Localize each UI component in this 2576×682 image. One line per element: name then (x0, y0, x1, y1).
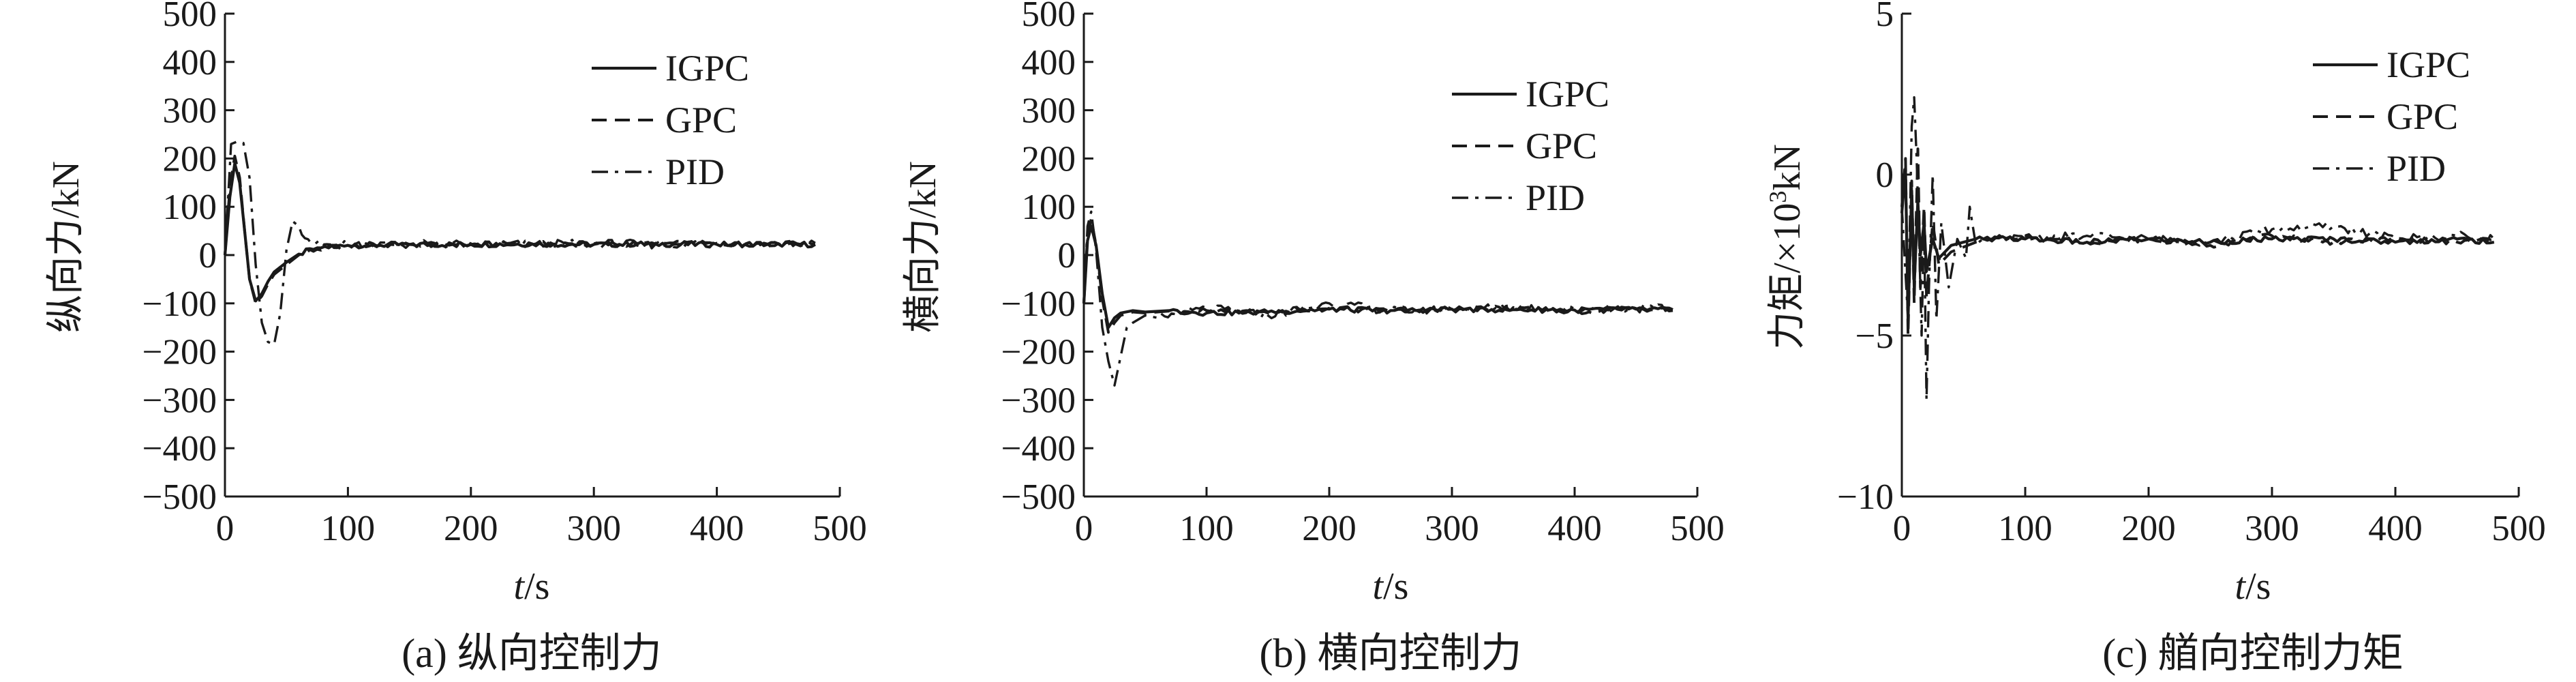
y-tick-label: 0 (1058, 236, 1076, 276)
x-tick-label: 100 (1179, 509, 1234, 548)
x-tick-label: 100 (1998, 509, 2052, 548)
y-tick-label: 0 (199, 236, 217, 276)
y-tick-label: 300 (163, 91, 217, 131)
legend-label-pid: PID (1526, 177, 1585, 218)
legend-label-pid: PID (665, 151, 725, 192)
panel-b: 0 100 200 300 400 500 500 400 300 200 100 0 −100 −200… (902, 0, 1725, 676)
y-tick-label: −500 (1001, 477, 1076, 517)
y-axis-label-c-sup: 3 (1764, 191, 1791, 203)
y-tick-label: −5 (1855, 316, 1894, 356)
y-tick-label: 300 (1022, 91, 1076, 131)
y-axis-label-c: 力矩/×103kN (1764, 144, 1808, 350)
x-tick-label: 300 (2245, 509, 2299, 548)
x-tick-label: 300 (1425, 509, 1479, 548)
x-axis-label-a: t/s (514, 565, 550, 608)
caption-c: (c) 艏向控制力矩 (2102, 631, 2404, 676)
y-tick-label: −400 (1001, 429, 1076, 469)
legend-label-igpc: IGPC (2386, 44, 2470, 85)
y-tick-label: −300 (142, 381, 217, 420)
y-tick-label: 100 (1022, 188, 1076, 227)
y-tick-label: 200 (163, 139, 217, 179)
y-tick-label: −100 (142, 284, 217, 324)
legend-label-pid: PID (2386, 148, 2446, 189)
x-axis-label-a-unit: /s (524, 565, 549, 608)
y-axis-label-b: 横向力/kN (902, 161, 944, 333)
series-line-gpc-b (1082, 217, 1673, 334)
y-tick-label: 500 (163, 0, 217, 34)
y-axis-label-c-main: 力矩/×10 (1766, 203, 1808, 350)
x-tick-label: 0 (1075, 509, 1093, 548)
series-line-pid-c (1900, 96, 2496, 402)
x-tick-label: 500 (2491, 509, 2546, 548)
x-axis-label-a-var: t (514, 565, 526, 608)
x-tick-label: 0 (1893, 509, 1911, 548)
y-tick-label: −200 (1001, 333, 1076, 372)
y-tick-label: −300 (1001, 381, 1076, 420)
y-tick-label: 400 (1022, 43, 1076, 83)
series-line-gpc-a (224, 154, 815, 305)
y-tick-label: −400 (142, 429, 217, 469)
caption-b: (b) 横向控制力 (1260, 631, 1522, 676)
panel-a: 0 100 200 300 400 500 500 400 300 200 100 0 −100 −200… (45, 0, 867, 676)
x-tick-label: 400 (690, 509, 744, 548)
y-tick-label: 500 (1022, 0, 1076, 34)
y-tick-label: −200 (142, 333, 217, 372)
x-tick-label: 200 (444, 509, 498, 548)
legend-label-gpc: GPC (2386, 96, 2458, 137)
series-line-gpc-c (1900, 147, 2495, 337)
y-tick-label: −100 (1001, 284, 1076, 324)
x-tick-label: 200 (2121, 509, 2176, 548)
x-tick-label: 0 (216, 509, 234, 548)
legend-label-igpc: IGPC (1526, 74, 1609, 115)
panel-c: 0 100 200 300 400 500 5 0 −5 −10 IGPC GPC PID 力矩/×10… (1764, 0, 2546, 676)
x-axis-label-c: t/s (2235, 565, 2271, 608)
x-tick-label: 300 (566, 509, 621, 548)
y-tick-label: −10 (1837, 477, 1894, 517)
y-tick-label: 200 (1022, 139, 1076, 179)
legend-label-igpc: IGPC (665, 48, 749, 89)
plot-area-c: 0 100 200 300 400 500 5 0 −5 −10 IGPC GPC PID (1837, 0, 2546, 548)
x-axis-label-b-var: t (1373, 565, 1384, 608)
x-axis-label-b: t/s (1373, 565, 1409, 608)
series-line-pid-b (1082, 210, 1673, 387)
x-axis-label-c-var: t (2235, 565, 2247, 608)
x-tick-label: 500 (1670, 509, 1725, 548)
y-tick-label: 400 (163, 43, 217, 83)
plot-area-a: 0 100 200 300 400 500 500 400 300 200 100 0 −100 −200… (142, 0, 867, 548)
x-tick-label: 500 (813, 509, 867, 548)
x-tick-label: 400 (2368, 509, 2423, 548)
x-axis-label-c-unit: /s (2245, 565, 2271, 608)
series-line-pid-a (224, 140, 816, 346)
y-axis-label-c-tail: kN (1766, 144, 1808, 190)
y-axis-label-a: 纵向力/kN (45, 161, 87, 333)
x-tick-label: 100 (321, 509, 376, 548)
x-tick-label: 400 (1547, 509, 1602, 548)
y-tick-label: 100 (163, 188, 217, 227)
legend-label-gpc: GPC (665, 100, 737, 140)
series-line-igpc-a (223, 162, 816, 303)
x-tick-label: 200 (1302, 509, 1357, 548)
y-tick-label: 0 (1876, 155, 1894, 195)
y-tick-label: −500 (142, 477, 217, 517)
x-axis-label-b-unit: /s (1383, 565, 1408, 608)
y-tick-label: 5 (1876, 0, 1894, 34)
legend-label-gpc: GPC (1526, 125, 1597, 166)
plot-area-b: 0 100 200 300 400 500 500 400 300 200 100 0 −100 −200… (1001, 0, 1725, 548)
caption-a: (a) 纵向控制力 (401, 631, 662, 676)
